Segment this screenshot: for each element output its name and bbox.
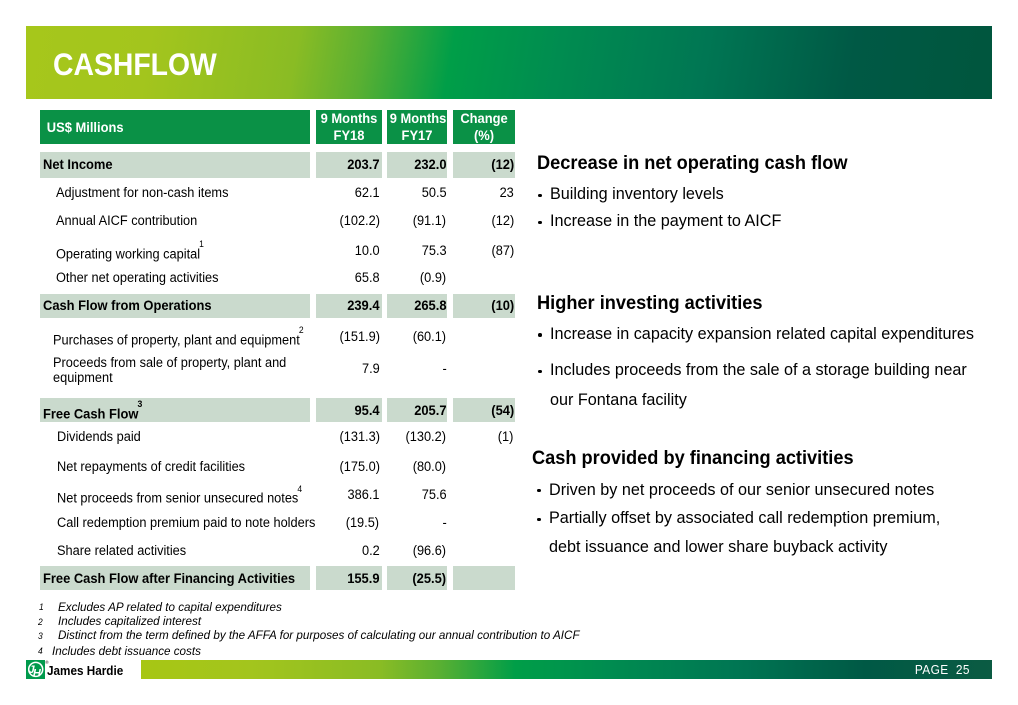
svg-text:H: H [33, 667, 42, 679]
svg-text:J: J [28, 664, 35, 676]
